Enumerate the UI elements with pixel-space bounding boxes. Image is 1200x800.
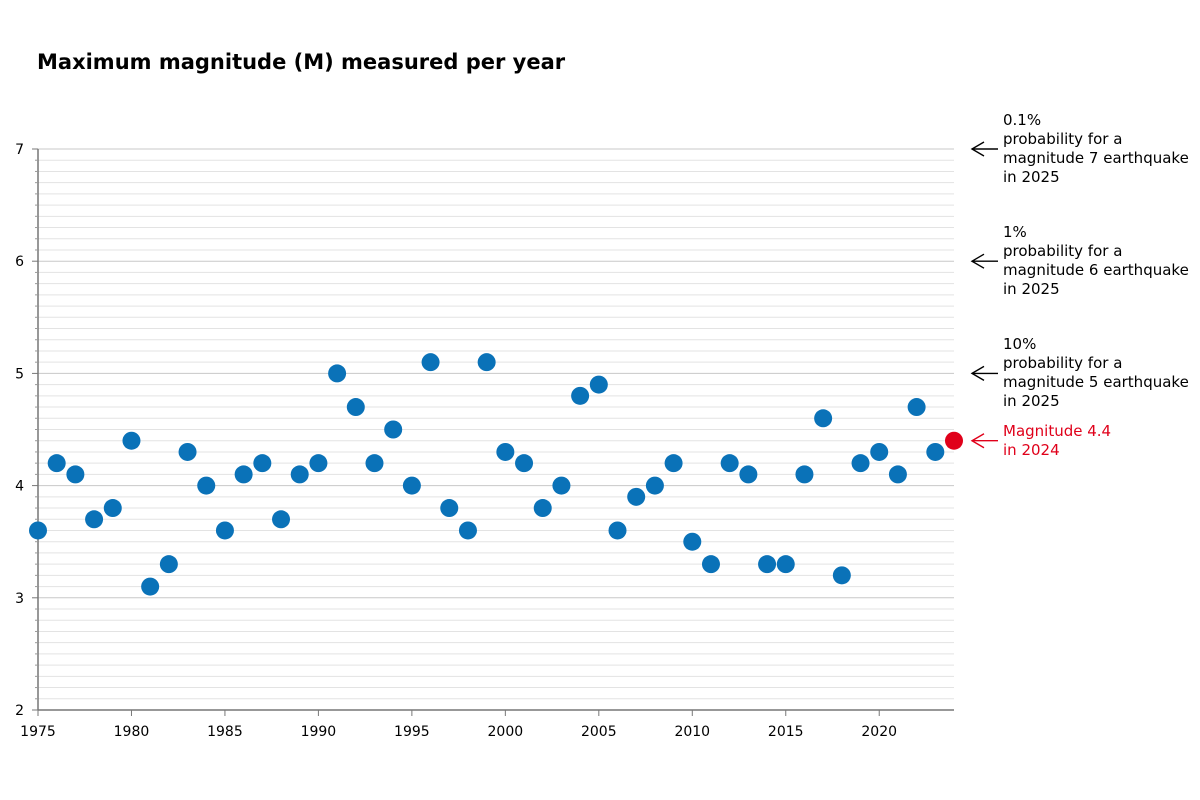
data-point — [215, 521, 234, 540]
data-point — [515, 454, 534, 473]
y-tick-label: 7 — [15, 142, 24, 158]
data-points — [29, 353, 963, 596]
x-tick-label: 2000 — [488, 724, 524, 740]
annotation-arrow-head — [970, 365, 985, 382]
data-point — [328, 364, 347, 383]
data-point — [309, 454, 328, 473]
data-point — [122, 431, 141, 450]
x-tick-label: 2010 — [674, 724, 710, 740]
data-point — [888, 465, 907, 484]
data-point — [346, 398, 365, 417]
tick-labels: 2 3 4 5 6 7 1975 1980 1985 1990 1995 2000 2005 2010 20… — [15, 142, 897, 740]
data-point — [440, 499, 459, 518]
y-tick-label: 4 — [15, 479, 24, 495]
data-point — [795, 465, 814, 484]
data-point — [402, 476, 421, 495]
data-point — [197, 476, 216, 495]
annotation-line: probability for a — [1003, 354, 1123, 373]
data-point — [758, 555, 777, 574]
data-point — [776, 555, 795, 574]
data-point — [589, 375, 608, 394]
x-tick-label: 2015 — [768, 724, 804, 740]
x-tick-label: 1975 — [20, 724, 56, 740]
data-point — [683, 532, 702, 551]
data-point — [384, 420, 403, 439]
x-tick-label: 2005 — [581, 724, 617, 740]
annotation-line: magnitude 6 earthquake — [1003, 261, 1189, 280]
chart-title: Maximum magnitude (M) measured per year — [37, 50, 566, 74]
data-point — [552, 476, 571, 495]
data-point — [832, 566, 851, 585]
x-tick-label: 1995 — [394, 724, 430, 740]
data-point — [477, 353, 496, 372]
data-point — [253, 454, 272, 473]
data-point — [608, 521, 627, 540]
data-point — [739, 465, 758, 484]
x-tick-label: 1985 — [207, 724, 243, 740]
data-point — [47, 454, 66, 473]
data-point — [496, 442, 515, 461]
annotation-line: in 2025 — [1003, 392, 1060, 411]
data-point — [645, 476, 664, 495]
data-point — [701, 555, 720, 574]
data-point — [458, 521, 477, 540]
data-point — [365, 454, 384, 473]
x-tick-label: 1990 — [301, 724, 337, 740]
axes — [32, 148, 954, 716]
data-point — [234, 465, 253, 484]
y-tick-label: 6 — [15, 254, 24, 270]
annotation-line: 1% — [1003, 223, 1027, 242]
data-point — [851, 454, 870, 473]
data-point — [272, 510, 291, 529]
grid-lines — [38, 148, 954, 711]
annotation-text: 0.1% probability for a magnitude 7 earthqu… — [1003, 111, 1189, 187]
annotation-text: 1% probability for a magnitude 6 earthquak… — [1003, 223, 1189, 299]
data-point — [945, 431, 963, 450]
annotation-line: probability for a — [1003, 130, 1123, 148]
data-point — [103, 499, 122, 518]
data-point — [907, 398, 926, 417]
data-point — [85, 510, 104, 529]
annotation-line: 0.1% — [1003, 111, 1042, 129]
data-point — [720, 454, 739, 473]
x-tick-label: 1980 — [114, 724, 150, 740]
annotation-text: Magnitude 4.4 in 2024 — [1003, 422, 1111, 460]
x-tick-label: 2020 — [861, 724, 897, 740]
data-point — [870, 442, 889, 461]
y-tick-label: 2 — [15, 703, 24, 719]
annotation-arrows — [970, 141, 998, 449]
y-tick-label: 3 — [15, 591, 24, 607]
y-tick-label: 5 — [15, 366, 24, 382]
annotation-line: in 2025 — [1003, 168, 1060, 186]
annotation-line: magnitude 5 earthquake — [1003, 373, 1189, 392]
data-point — [159, 555, 178, 574]
data-point — [533, 499, 552, 518]
annotation-line: in 2024 — [1003, 440, 1060, 459]
data-point — [290, 465, 309, 484]
annotation-arrow-head — [970, 141, 985, 157]
annotation-arrow-head — [970, 253, 985, 269]
annotation-text: 10% probability for a magnitude 5 earthqua… — [1003, 335, 1189, 411]
data-point — [926, 442, 945, 461]
data-point — [627, 487, 646, 506]
annotation-line: 10% — [1003, 335, 1037, 354]
annotation-arrow-head — [970, 433, 985, 449]
data-point — [66, 465, 85, 484]
data-point — [814, 409, 833, 428]
annotation-line: magnitude 7 earthquake — [1003, 149, 1189, 167]
annotation-line: Magnitude 4.4 — [1003, 421, 1112, 440]
annotation-line: in 2025 — [1003, 280, 1060, 299]
data-point — [664, 454, 683, 473]
data-point — [141, 577, 160, 596]
data-point — [421, 353, 440, 372]
annotation-line: probability for a — [1003, 242, 1123, 261]
data-point — [178, 442, 197, 461]
data-point — [29, 521, 47, 540]
data-point — [571, 386, 590, 405]
